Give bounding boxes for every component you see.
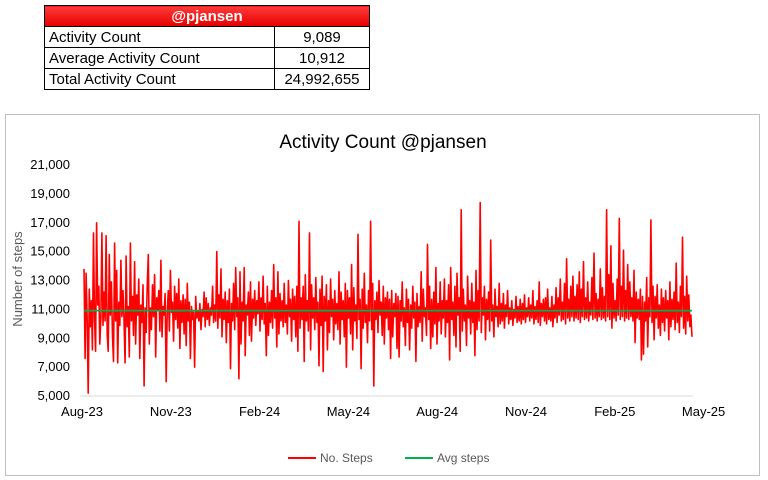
y-tick-label: 5,000 (37, 388, 70, 403)
summary-row: Total Activity Count 24,992,655 (44, 68, 370, 90)
chart-panel (5, 114, 760, 476)
summary-value: 24,992,655 (274, 68, 370, 90)
summary-label: Activity Count (44, 26, 275, 48)
y-tick-label: 21,000 (30, 157, 70, 172)
y-tick-label: 19,000 (30, 186, 70, 201)
y-tick-label: 7,000 (37, 359, 70, 374)
series-layer (83, 201, 693, 394)
x-tick-labels: Aug-23 Nov-23 Feb-24 May-24 Aug-24 Nov-24 Feb-… (61, 404, 725, 419)
x-tick-label: Nov-24 (505, 404, 547, 419)
legend-label: Avg steps (437, 451, 489, 465)
y-tick-labels: 5,000 7,000 9,000 11,000 13,000 15,000 17,000 1… (30, 157, 70, 403)
y-tick-label: 17,000 (30, 215, 70, 230)
x-tick-label: Aug-24 (416, 404, 458, 419)
summary-label: Total Activity Count (44, 68, 275, 90)
x-tick-label: Feb-25 (594, 404, 635, 419)
y-tick-label: 9,000 (37, 330, 70, 345)
legend-label: No. Steps (320, 451, 373, 465)
x-tick-label: Nov-23 (150, 404, 192, 419)
x-tick-label: Aug-23 (61, 404, 103, 419)
y-tick-label: 15,000 (30, 244, 70, 259)
summary-row: Activity Count 9,089 (44, 26, 370, 48)
x-tick-label: May-24 (327, 404, 370, 419)
y-axis-title: Number of steps (10, 231, 25, 327)
summary-header: @pjansen (44, 5, 370, 27)
legend: No. Steps Avg steps (288, 451, 489, 465)
y-tick-label: 13,000 (30, 273, 70, 288)
x-tick-label: May-25 (682, 404, 725, 419)
y-tick-label: 11,000 (31, 301, 70, 316)
summary-table: @pjansen Activity Count 9,089 Average Ac… (44, 5, 370, 90)
x-tick-label: Feb-24 (239, 404, 280, 419)
series-line-no-steps (83, 201, 693, 394)
chart-title: Activity Count @pjansen (279, 132, 486, 153)
